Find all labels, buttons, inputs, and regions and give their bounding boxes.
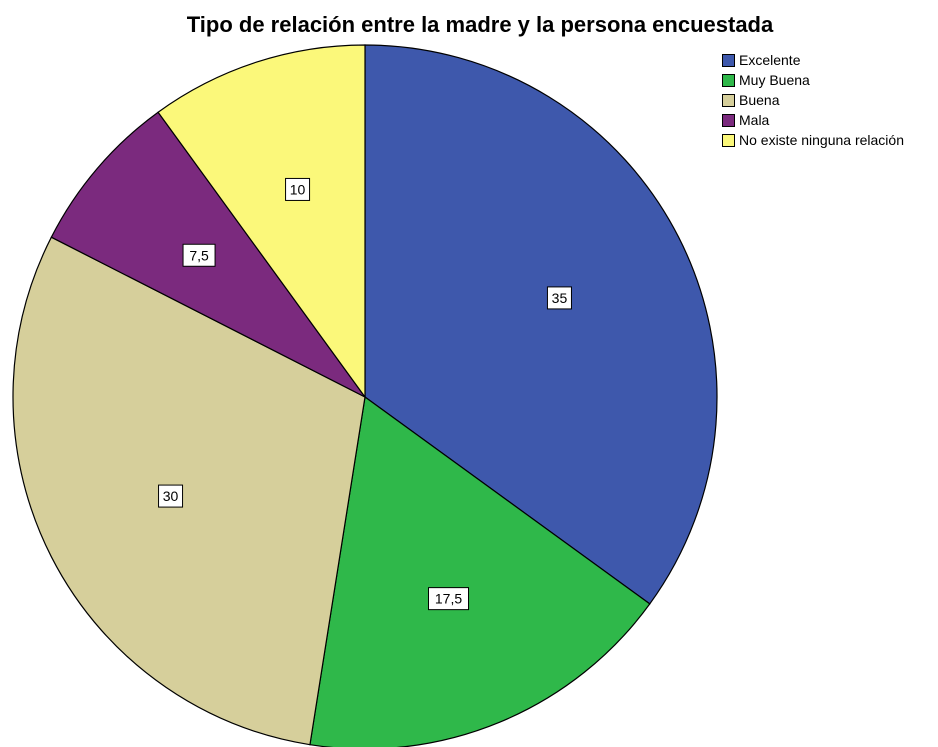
data-label-no-existe-ninguna-relación: 10 [285, 177, 311, 201]
svg-text:17,5: 17,5 [435, 591, 462, 607]
chart-title: Tipo de relación entre la madre y la per… [186, 12, 774, 37]
data-label-mala: 7,5 [182, 243, 216, 267]
legend-label-muy-buena: Muy Buena [739, 72, 810, 88]
legend-swatch-excelente [722, 53, 735, 67]
svg-text:10: 10 [290, 181, 306, 197]
data-label-muy-buena: 17,5 [428, 587, 470, 611]
legend: Excelente Muy Buena Buena Mala No existe nin… [722, 50, 904, 150]
legend-label-no-existe-ninguna-relación: No existe ninguna relación [739, 132, 904, 148]
legend-swatch-mala [722, 113, 735, 127]
pie-slice-muy-buena [309, 395, 651, 747]
legend-item-excelente: Excelente [722, 50, 904, 70]
legend-swatch-buena [722, 93, 735, 107]
legend-item-mala: Mala [722, 110, 904, 130]
data-label-buena: 30 [158, 484, 184, 508]
legend-swatch-no-existe-ninguna-relación [722, 133, 735, 147]
legend-label-excelente: Excelente [739, 52, 801, 68]
svg-text:7,5: 7,5 [189, 247, 209, 263]
data-label-excelente: 35 [546, 286, 572, 310]
pie-slices [12, 44, 718, 747]
legend-item-buena: Buena [722, 90, 904, 110]
pie-data-labels: 35 17,5 30 7,5 10 [158, 177, 572, 611]
pie-slice-buena [12, 236, 366, 746]
legend-item-no-existe-ninguna-relación: No existe ninguna relación [722, 130, 904, 150]
svg-text:30: 30 [163, 488, 179, 504]
pie-slice-no-existe-ninguna-relación [157, 44, 366, 399]
legend-item-muy-buena: Muy Buena [722, 70, 904, 90]
legend-label-buena: Buena [739, 92, 780, 108]
legend-swatch-muy-buena [722, 73, 735, 87]
pie-slice-excelente [364, 44, 718, 605]
legend-label-mala: Mala [739, 112, 770, 128]
svg-text:35: 35 [552, 290, 568, 306]
